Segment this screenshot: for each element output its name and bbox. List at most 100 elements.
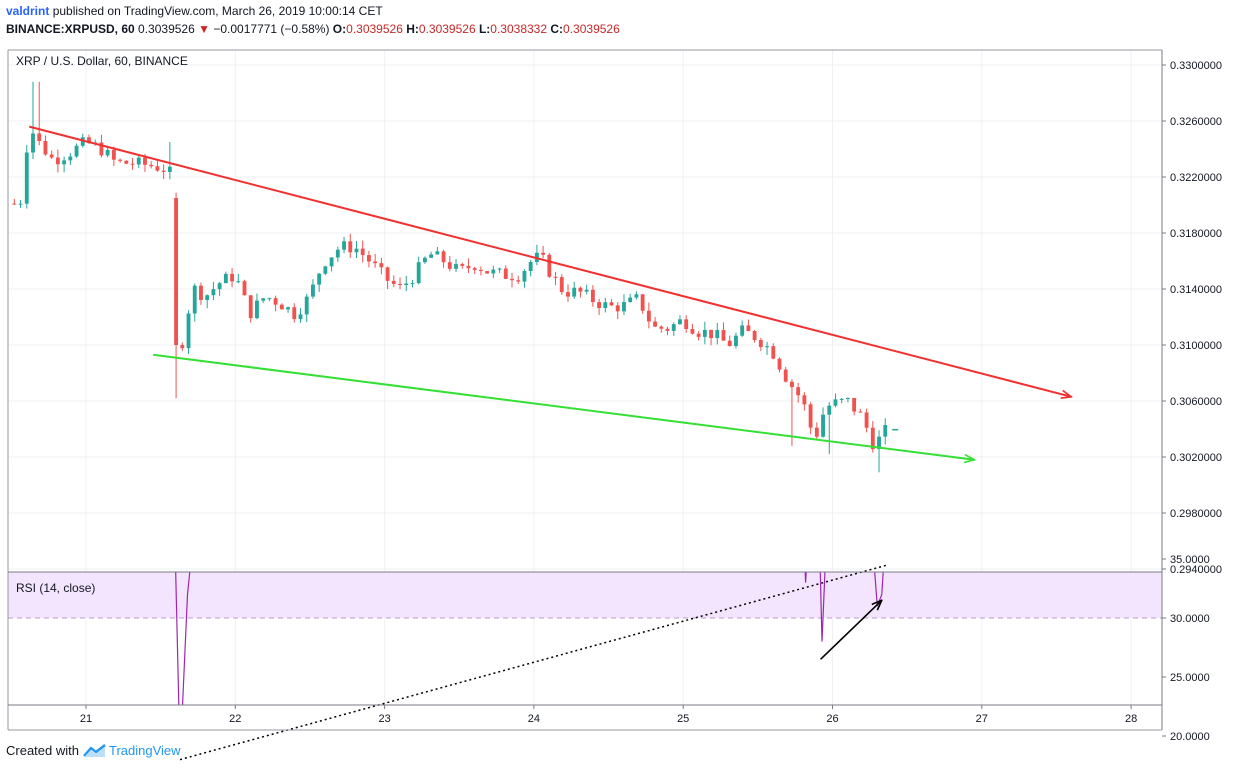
candle-down: [485, 271, 490, 274]
candle-down: [559, 277, 564, 293]
close-value: 0.3039526: [563, 22, 620, 36]
candle-up: [715, 330, 720, 339]
candle-down: [385, 267, 390, 281]
axes: 0.3300000 0.3260000 0.3220000 0.3180000 0.31…: [7, 49, 1222, 743]
candle-up: [416, 262, 421, 284]
candle-up: [429, 254, 434, 258]
candle-up: [671, 324, 676, 331]
candle-down: [684, 319, 689, 330]
candle-up: [827, 405, 832, 415]
candle-up: [31, 133, 35, 153]
candle-up: [584, 289, 589, 292]
candle-up: [74, 145, 79, 157]
candle-down: [279, 304, 284, 310]
time-tick-label: 22: [229, 713, 241, 725]
candle-down: [111, 149, 116, 160]
symbol-label: BINANCE:XRPUSD, 60: [6, 22, 135, 36]
price-change: −0.0017771 (−0.58%): [213, 22, 330, 36]
candle-down: [858, 411, 863, 413]
candle-down: [143, 157, 147, 165]
candle-down: [174, 198, 179, 345]
candle-up: [845, 397, 850, 399]
candle-down: [870, 427, 875, 450]
candle-up: [883, 425, 888, 437]
candle-up: [205, 295, 210, 300]
candle-down: [852, 397, 857, 412]
candle-down: [199, 285, 203, 300]
resistance-trendline: [29, 125, 1071, 397]
candle-down: [609, 302, 614, 306]
rsi-band: [8, 572, 1162, 618]
candle-up: [404, 283, 409, 286]
author-name[interactable]: valdrint: [6, 4, 50, 18]
price-tick-label: 0.3020000: [1170, 452, 1222, 464]
candle-down: [398, 283, 402, 286]
support-trendline: [153, 353, 974, 460]
low-label: L:: [478, 22, 491, 36]
open-label: O:: [332, 22, 347, 36]
candle-down: [665, 328, 670, 331]
price-tick-label: 0.3180000: [1170, 228, 1222, 240]
candle-down: [640, 294, 645, 311]
price-tick-label: 0.3220000: [1170, 172, 1222, 184]
price-tick-label: 0.3260000: [1170, 116, 1222, 128]
candle-up: [286, 307, 290, 310]
candle-up: [186, 313, 191, 349]
ohlc-line: BINANCE:XRPUSD, 60 0.3039526 ▼ −0.001777…: [6, 22, 620, 36]
high-value: 0.3039526: [418, 22, 476, 36]
down-triangle-icon: ▼: [198, 22, 211, 36]
created-with-label: Created with: [6, 743, 79, 758]
tradingview-logo-icon: [83, 743, 106, 757]
candle-down: [348, 241, 353, 253]
candle-up: [267, 298, 272, 300]
candle-up: [622, 302, 626, 312]
candle-down: [578, 287, 583, 292]
low-value: 0.3038332: [490, 22, 548, 36]
candle-up: [603, 302, 608, 309]
tradingview-brand[interactable]: TradingView: [108, 743, 181, 758]
candle-down: [541, 252, 546, 255]
time-tick-label: 28: [1125, 713, 1137, 725]
price-tick-label: 0.3100000: [1170, 340, 1222, 352]
candle-down: [659, 326, 664, 329]
candle-up: [833, 399, 838, 406]
candle-up: [317, 273, 322, 285]
candle-down: [783, 369, 788, 382]
candle-up: [18, 203, 23, 205]
candle-down: [161, 170, 166, 172]
candle-up: [342, 241, 346, 250]
candle-down: [653, 321, 658, 327]
candle-up: [740, 325, 745, 336]
candle-up: [335, 249, 340, 258]
trendlines: [29, 125, 1071, 460]
candle-down: [696, 333, 701, 337]
candle-up: [522, 271, 527, 282]
candle-down: [790, 381, 794, 388]
candle-down: [118, 159, 123, 161]
candle-down: [292, 307, 297, 320]
candle-down: [590, 289, 595, 303]
candle-down: [771, 346, 776, 359]
candle-up: [80, 137, 85, 146]
rsi-tick-label: 20.0000: [1170, 731, 1210, 743]
time-tick-label: 24: [528, 713, 540, 725]
candle-down: [553, 276, 558, 278]
candle-down: [391, 280, 396, 284]
candle-down: [646, 310, 651, 322]
candle-up: [702, 329, 707, 337]
publish-line: valdrint published on TradingView.com, M…: [6, 4, 383, 18]
candle-up: [821, 414, 825, 437]
candle-down: [709, 329, 713, 339]
candle-up: [298, 314, 303, 320]
candle-up: [62, 160, 67, 165]
price-tick-label: 0.3300000: [1170, 60, 1222, 72]
candle-up: [167, 166, 172, 172]
candle-down: [746, 325, 751, 332]
time-tick-label: 23: [378, 713, 390, 725]
candle-up: [211, 289, 216, 296]
candle-down: [447, 262, 452, 269]
price-tick-label: 0.3140000: [1170, 284, 1222, 296]
candle-down: [547, 254, 552, 277]
candle-down: [441, 251, 446, 263]
